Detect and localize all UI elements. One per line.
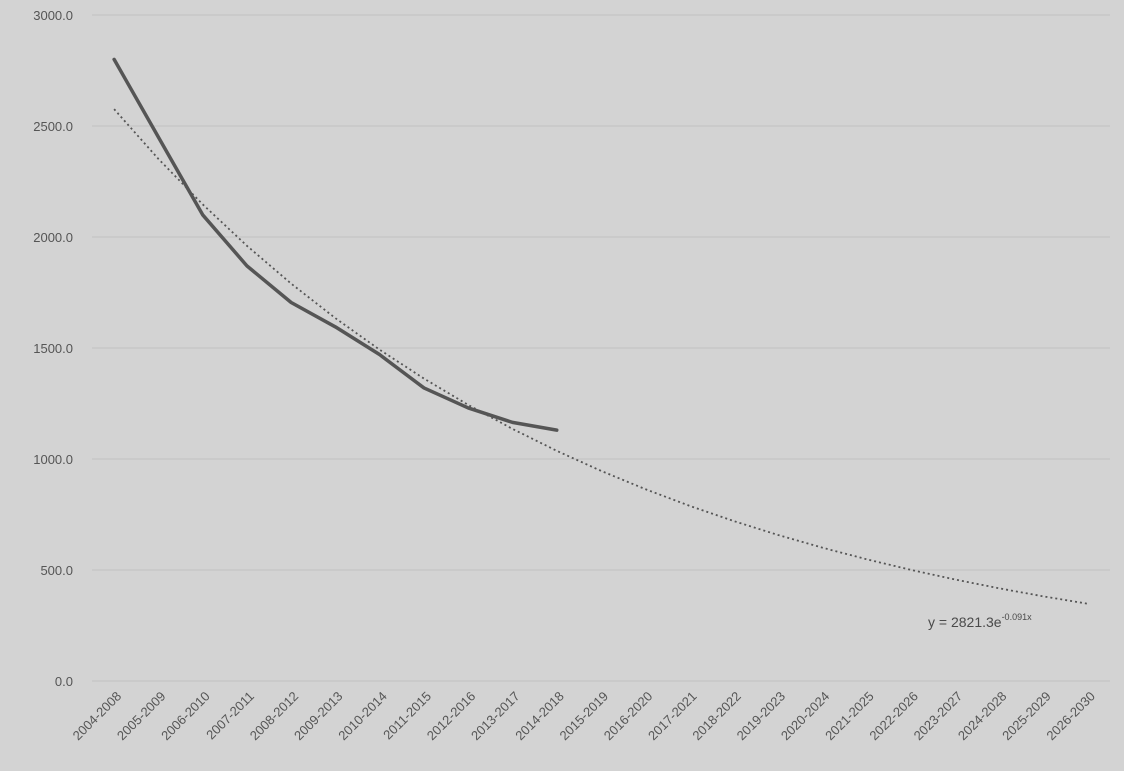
x-tick-label: 2006-2010 (158, 689, 213, 744)
x-tick-label: 2026-2030 (1043, 689, 1098, 744)
y-axis-ticks: 3000.0 2500.0 2000.0 1500.0 1000.0 500.0 0.0 (33, 8, 73, 689)
exponential-trendline (114, 109, 1088, 604)
trendline-equation: y = 2821.3e-0.091x (928, 612, 1032, 630)
trendline-equation-base: y = 2821.3e (928, 614, 1002, 630)
grid-layer (92, 15, 1110, 681)
y-tick-label: 1500.0 (33, 341, 73, 356)
y-tick-label: 2000.0 (33, 230, 73, 245)
y-tick-label: 0.0 (55, 674, 73, 689)
x-axis-ticks: 2004-20082005-20092006-20102007-20112008… (70, 689, 1098, 744)
y-tick-label: 2500.0 (33, 119, 73, 134)
x-tick-label: 2010-2014 (335, 689, 390, 744)
y-tick-label: 500.0 (40, 563, 73, 578)
y-tick-label: 1000.0 (33, 452, 73, 467)
trendline-equation-exponent: -0.091x (1002, 612, 1033, 622)
trendline-layer (114, 109, 1088, 604)
y-tick-label: 3000.0 (33, 8, 73, 23)
series-line (114, 59, 557, 430)
series-layer (114, 59, 557, 430)
